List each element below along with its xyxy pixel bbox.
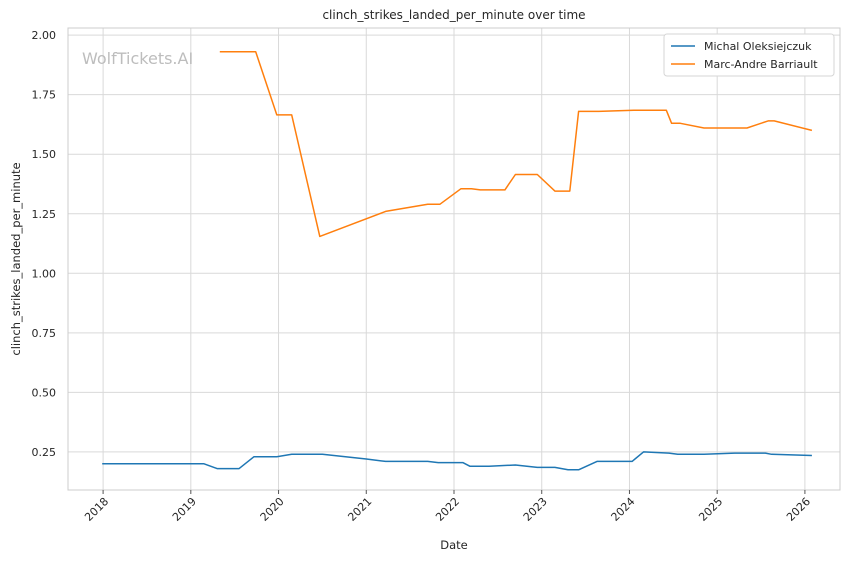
- y-tick-label: 0.75: [32, 327, 57, 340]
- y-tick-label: 0.50: [32, 386, 57, 399]
- series-line-0: [102, 451, 812, 471]
- y-tick-label: 0.25: [32, 446, 57, 459]
- legend-box: [663, 33, 835, 77]
- legend-label: Marc-Andre Barriault: [704, 58, 818, 71]
- y-tick-label: 1.75: [32, 89, 57, 102]
- chart-title: clinch_strikes_landed_per_minute over ti…: [322, 8, 585, 22]
- legend: Michal Oleksiejczuk Marc-Andre Barriault: [663, 33, 835, 77]
- x-tick-label: 2021: [345, 495, 374, 524]
- x-tick-label: 2018: [82, 495, 111, 524]
- x-axis-ticks: 2018 2019 2020 2021 2022 2023 2024 2025 2026: [82, 490, 813, 524]
- grid: [68, 28, 840, 490]
- x-tick-label: 2026: [784, 495, 813, 524]
- legend-label: Michal Oleksiejczuk: [704, 40, 812, 53]
- series-line-1: [219, 51, 813, 238]
- y-axis-ticks: 0.25 0.50 0.75 1.00 1.25 1.50 1.75 2.00: [32, 29, 57, 459]
- x-tick-label: 2023: [521, 495, 550, 524]
- x-tick-label: 2019: [170, 495, 199, 524]
- x-tick-label: 2025: [696, 495, 725, 524]
- y-tick-label: 1.00: [32, 267, 57, 280]
- x-tick-label: 2020: [258, 495, 287, 524]
- series-lines: [102, 51, 813, 471]
- y-tick-label: 1.25: [32, 208, 57, 221]
- x-axis-label: Date: [440, 538, 468, 552]
- watermark: WolfTickets.AI: [82, 49, 193, 68]
- x-tick-label: 2024: [609, 495, 638, 524]
- y-tick-label: 2.00: [32, 29, 57, 42]
- y-tick-label: 1.50: [32, 148, 57, 161]
- x-tick-label: 2022: [433, 495, 462, 524]
- y-axis-label: clinch_strikes_landed_per_minute: [9, 162, 23, 355]
